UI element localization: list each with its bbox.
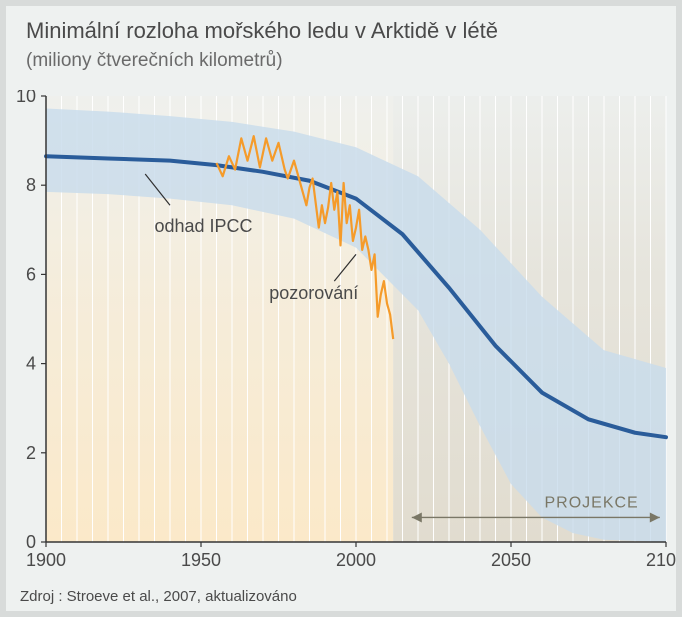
projection-label: PROJEKCE bbox=[544, 494, 638, 511]
x-tick-label: 1900 bbox=[26, 550, 66, 570]
y-tick-label: 4 bbox=[26, 354, 36, 374]
obs-label: pozorování bbox=[269, 283, 358, 303]
y-tick-label: 8 bbox=[26, 175, 36, 195]
chart-title: Minimální rozloha mořského ledu v Arktid… bbox=[26, 18, 498, 44]
x-tick-label: 2000 bbox=[336, 550, 376, 570]
x-tick-label: 1950 bbox=[181, 550, 221, 570]
chart-subtitle: (miliony čtverečních kilometrů) bbox=[26, 50, 283, 72]
y-tick-label: 6 bbox=[26, 264, 36, 284]
x-tick-label: 2100 bbox=[646, 550, 676, 570]
ipcc-label: odhad IPCC bbox=[155, 216, 253, 236]
source-text: Zdroj : Stroeve et al., 2007, aktualizov… bbox=[20, 588, 297, 605]
y-tick-label: 0 bbox=[26, 532, 36, 552]
y-tick-label: 10 bbox=[16, 90, 36, 106]
x-tick-label: 2050 bbox=[491, 550, 531, 570]
chart-area: 0 2 4 6 8 10 1900 1950 2000 2050 2100 odhad IPCC poz… bbox=[6, 90, 676, 580]
y-tick-label: 2 bbox=[26, 443, 36, 463]
chart-svg: 0 2 4 6 8 10 1900 1950 2000 2050 2100 odhad IPCC poz… bbox=[6, 90, 676, 580]
chart-container: Minimální rozloha mořského ledu v Arktid… bbox=[6, 6, 676, 611]
